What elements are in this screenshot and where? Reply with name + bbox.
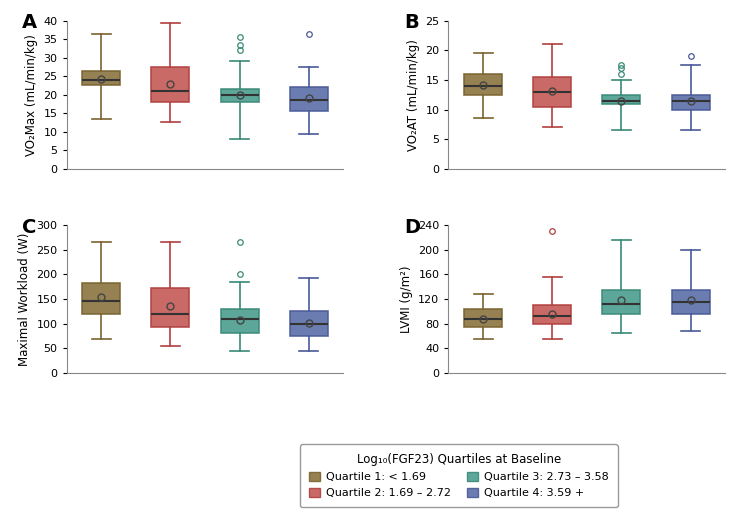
PathPatch shape [221, 89, 258, 102]
Text: D: D [404, 218, 420, 237]
Text: A: A [22, 13, 38, 32]
PathPatch shape [534, 305, 571, 324]
PathPatch shape [221, 309, 258, 334]
Y-axis label: VO₂Max (mL/min/kg): VO₂Max (mL/min/kg) [25, 34, 38, 155]
PathPatch shape [82, 70, 120, 85]
PathPatch shape [672, 290, 710, 314]
PathPatch shape [289, 88, 328, 111]
Text: B: B [404, 13, 419, 32]
PathPatch shape [672, 95, 710, 109]
PathPatch shape [464, 309, 502, 327]
Legend: Quartile 1: < 1.69, Quartile 2: 1.69 – 2.72, Quartile 3: 2.73 – 3.58, Quartile 4: Quartile 1: < 1.69, Quartile 2: 1.69 – 2… [300, 444, 618, 507]
PathPatch shape [289, 311, 328, 336]
Y-axis label: VO₂AT (mL/min/kg): VO₂AT (mL/min/kg) [407, 39, 420, 151]
Y-axis label: LVMI (g/m²): LVMI (g/m²) [400, 265, 413, 333]
PathPatch shape [602, 290, 640, 314]
PathPatch shape [82, 283, 120, 314]
PathPatch shape [534, 77, 571, 107]
PathPatch shape [152, 288, 189, 327]
PathPatch shape [152, 67, 189, 102]
PathPatch shape [602, 95, 640, 104]
Y-axis label: Maximal Workload (W): Maximal Workload (W) [18, 232, 31, 366]
PathPatch shape [464, 74, 502, 95]
Text: C: C [22, 218, 37, 237]
